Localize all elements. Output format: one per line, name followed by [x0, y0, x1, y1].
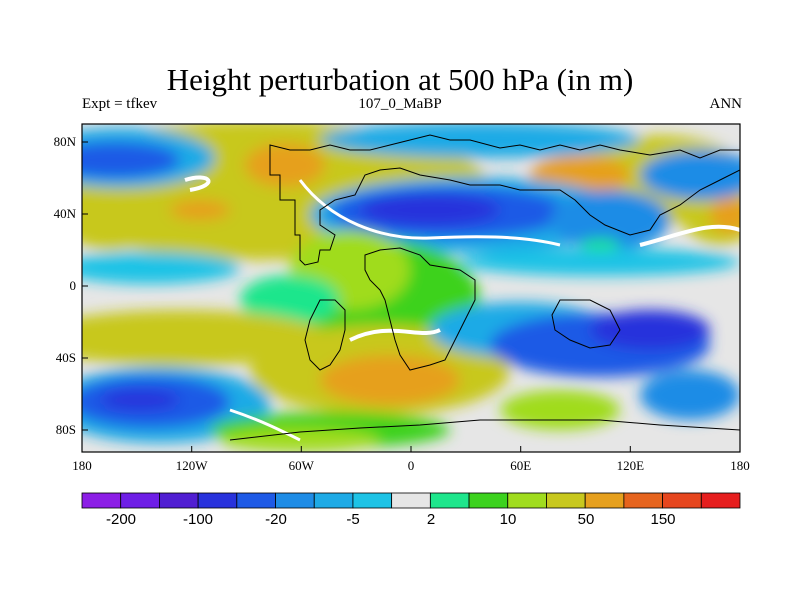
colorbar-box: [662, 492, 702, 509]
colorbar-label: -100: [183, 511, 213, 528]
field-patch: [82, 252, 240, 284]
colorbar-box: [468, 492, 509, 509]
colorbar-label: 2: [427, 511, 435, 528]
colorbar-box: [120, 492, 160, 509]
colorbar-label: 50: [578, 511, 595, 528]
colorbar-box: [429, 492, 470, 509]
field-patch: [240, 275, 340, 325]
colorbar-label: -20: [265, 511, 287, 528]
lon-tick-label: 60E: [510, 458, 531, 473]
lon-tick-label: 180: [730, 458, 750, 473]
colorbar-box: [391, 492, 431, 509]
colorbar: [81, 492, 741, 509]
field-patch: [170, 200, 230, 220]
field-patch: [320, 355, 460, 405]
plot-title: Height perturbation at 500 hPa (in m): [166, 62, 634, 97]
field-patch: [360, 194, 500, 226]
colorbar-box: [197, 492, 238, 509]
lon-tick-label: 120W: [176, 458, 209, 473]
lat-tick-label: 80S: [56, 422, 76, 437]
field-patch: [320, 124, 640, 158]
case-label: 107_0_MaBP: [358, 96, 442, 112]
colorbar-box: [584, 492, 625, 509]
contour-field: [82, 124, 740, 452]
field-patch: [640, 150, 740, 200]
field-patch: [500, 390, 620, 430]
field-patch: [580, 239, 620, 251]
coastlines: [229, 134, 740, 441]
colorbar-labels: -200 -100 -20 -5 2 10 50 150: [106, 511, 676, 528]
lon-ticks: [81, 446, 741, 452]
colorbar-box: [81, 492, 122, 509]
lon-tick-label: 60W: [289, 458, 315, 473]
field-patch: [82, 142, 180, 178]
lon-tick-label: 120E: [617, 458, 645, 473]
colorbar-box: [236, 492, 276, 509]
lat-tick-label: 80N: [54, 134, 77, 149]
experiment-label: Expt = tfkev: [82, 96, 158, 112]
lat-tick-label: 40N: [54, 206, 77, 221]
field-patch: [245, 143, 325, 187]
colorbar-box: [159, 492, 199, 509]
season-label: ANN: [709, 96, 743, 112]
field-patch: [100, 390, 180, 410]
lat-ticks: [82, 141, 88, 431]
colorbar-box: [623, 492, 663, 509]
colorbar-label: 150: [650, 511, 675, 528]
colorbar-box: [275, 492, 315, 509]
colorbar-label: -200: [106, 511, 136, 528]
colorbar-box: [313, 492, 354, 509]
lon-tick-label: 0: [408, 458, 415, 473]
colorbar-box: [546, 492, 586, 509]
colorbar-label: 10: [500, 511, 517, 528]
field-patch: [640, 370, 740, 420]
lat-tick-label: 0: [70, 278, 77, 293]
colorbar-box: [700, 492, 741, 509]
colorbar-label: -5: [346, 511, 359, 528]
colorbar-box: [352, 492, 393, 509]
field-patch: [590, 310, 710, 350]
lat-tick-label: 40S: [56, 350, 76, 365]
colorbar-box: [507, 492, 547, 509]
field-patch: [710, 197, 740, 233]
lon-tick-label: 180: [72, 458, 92, 473]
field-patch: [460, 248, 740, 276]
